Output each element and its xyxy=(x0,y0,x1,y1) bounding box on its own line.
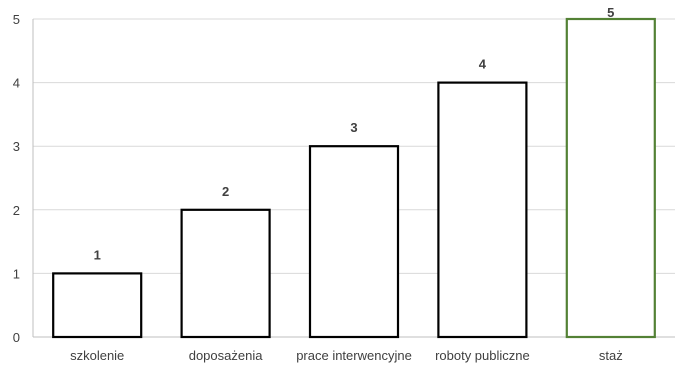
y-tick-label: 0 xyxy=(13,330,20,345)
bar-2 xyxy=(180,208,271,339)
bars xyxy=(52,17,656,339)
data-labels: 1 2 3 4 5 xyxy=(94,5,615,262)
y-tick-label: 3 xyxy=(13,139,20,154)
x-tick-label: roboty publiczne xyxy=(435,348,530,363)
data-label: 4 xyxy=(479,57,487,72)
bar-3 xyxy=(308,145,400,339)
y-tick-label: 4 xyxy=(13,76,20,91)
y-tick-label: 1 xyxy=(13,266,20,281)
data-label: 3 xyxy=(350,120,357,135)
x-tick-label: doposażenia xyxy=(189,348,263,363)
bar-1 xyxy=(52,272,143,339)
y-tick-label: 2 xyxy=(13,203,20,218)
x-tick-label: staż xyxy=(599,348,623,363)
axes: 0 1 2 3 4 5 szkolenie doposażenia prace interwen… xyxy=(13,12,675,363)
x-tick-label: prace interwencyjne xyxy=(296,348,412,363)
x-tick-label: szkolenie xyxy=(70,348,124,363)
bar-4 xyxy=(437,81,528,339)
bar-5 xyxy=(565,17,656,339)
y-tick-label: 5 xyxy=(13,12,20,27)
data-label: 1 xyxy=(94,247,101,262)
data-label: 5 xyxy=(607,5,614,20)
data-label: 2 xyxy=(222,184,229,199)
